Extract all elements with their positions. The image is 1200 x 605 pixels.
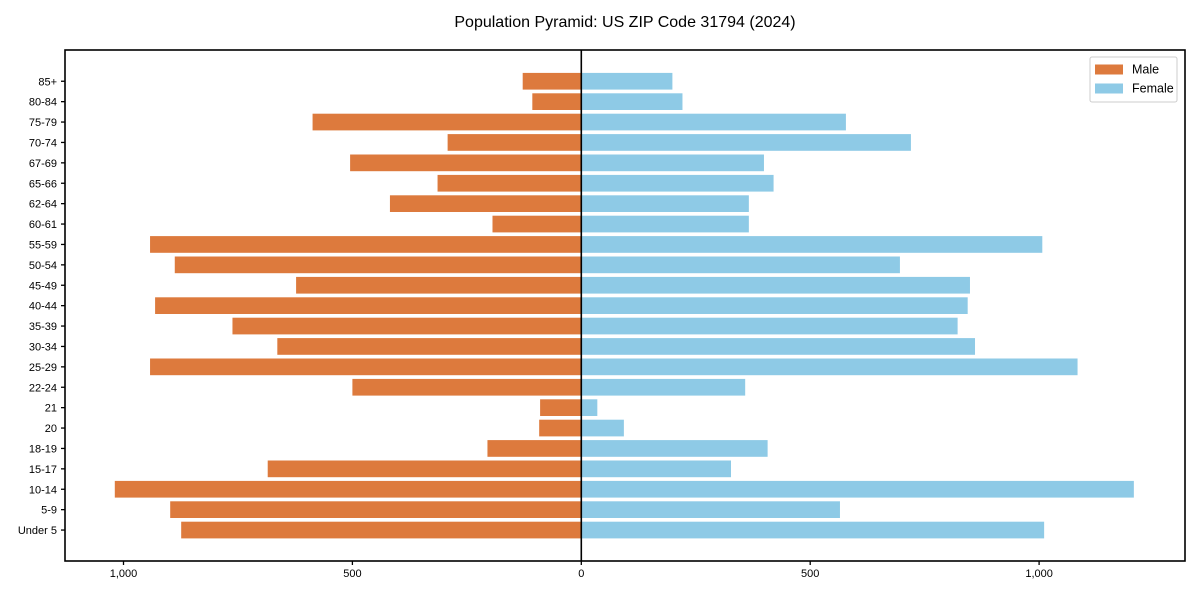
svg-text:50-54: 50-54 [29,260,57,272]
svg-text:25-29: 25-29 [29,362,57,374]
svg-text:22-24: 22-24 [29,382,57,394]
svg-text:500: 500 [801,568,819,580]
svg-text:75-79: 75-79 [29,117,57,129]
svg-text:35-39: 35-39 [29,321,57,333]
svg-text:500: 500 [343,568,361,580]
svg-text:21: 21 [45,403,57,415]
svg-text:62-64: 62-64 [29,199,57,211]
svg-text:70-74: 70-74 [29,137,57,149]
svg-text:1,000: 1,000 [1025,568,1053,580]
svg-text:10-14: 10-14 [29,484,57,496]
svg-text:55-59: 55-59 [29,239,57,251]
svg-text:67-69: 67-69 [29,158,57,170]
svg-text:40-44: 40-44 [29,301,57,313]
svg-text:1,000: 1,000 [110,568,138,580]
svg-text:Male: Male [1132,63,1159,77]
svg-text:80-84: 80-84 [29,97,57,109]
svg-text:0: 0 [578,568,584,580]
svg-text:45-49: 45-49 [29,280,57,292]
svg-text:30-34: 30-34 [29,341,57,353]
svg-text:Female: Female [1132,82,1174,96]
svg-text:60-61: 60-61 [29,219,57,231]
svg-text:5-9: 5-9 [41,505,57,517]
svg-text:15-17: 15-17 [29,464,57,476]
svg-text:18-19: 18-19 [29,443,57,455]
svg-text:Under 5: Under 5 [18,525,57,537]
svg-text:85+: 85+ [38,76,57,88]
svg-text:Population Pyramid: US ZIP Cod: Population Pyramid: US ZIP Code 31794 (2… [454,14,795,31]
svg-text:65-66: 65-66 [29,178,57,190]
svg-text:20: 20 [45,423,57,435]
